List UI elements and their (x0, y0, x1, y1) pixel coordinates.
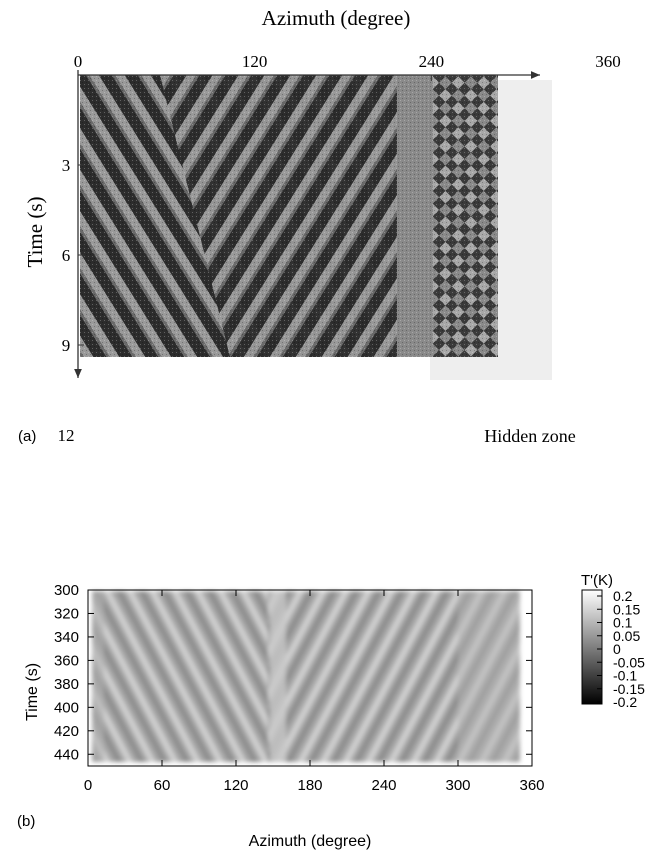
panel-b-x-tick-label: 60 (154, 777, 171, 794)
panel-b-y-tick-label: 380 (54, 676, 79, 693)
panel-b-y-tick-label: 400 (54, 699, 79, 716)
panel-a-x-tick-label: 0 (74, 52, 83, 71)
panel-b-y-tick-label: 420 (54, 723, 79, 740)
panel-b: 0 60 120 180 240 300 360 300 320 340 360 380 400 420… (17, 572, 645, 850)
colorbar-tick-label: 0.2 (613, 588, 633, 604)
panel-a-x-ticks: 0 120 240 360 (74, 52, 621, 81)
panel-b-y-tick-label: 360 (54, 652, 79, 669)
panel-b-label: (b) (17, 813, 35, 830)
colorbar-tick-label: 0.15 (613, 601, 640, 617)
panel-a-image (80, 75, 498, 357)
panel-a-y-ticks: 3 6 9 12 (58, 156, 84, 445)
colorbar-title: T'(K) (581, 572, 613, 589)
panel-a-y-axis-title: Time (s) (23, 197, 47, 268)
colorbar-ticks: 0.20.150.10.050-0.05-0.1-0.15-0.2 (597, 588, 645, 710)
colorbar-tick-label: -0.2 (613, 694, 637, 710)
panel-a: 0 120 240 360 3 6 9 12 Azimuth (degree) Time (… (18, 6, 621, 446)
panel-b-x-tick-label: 240 (371, 777, 396, 794)
panel-a-x-tick-label: 240 (419, 52, 445, 71)
panel-a-y-tick-label: 6 (62, 246, 71, 265)
panel-a-x-axis-title: Azimuth (degree) (262, 6, 411, 30)
colorbar-tick-label: -0.1 (613, 668, 637, 684)
colorbar-tick-label: 0.05 (613, 628, 640, 644)
panel-b-y-tick-label: 300 (54, 582, 79, 599)
panel-b-y-tick-label: 320 (54, 605, 79, 622)
panel-a-y-tick-label: 3 (62, 156, 71, 175)
panel-b-x-tick-label: 180 (297, 777, 322, 794)
panel-b-x-tick-label: 120 (223, 777, 248, 794)
panel-a-y-tick-label: 12 (58, 426, 75, 445)
panel-b-image (92, 591, 520, 762)
panel-b-x-tick-label: 360 (519, 777, 544, 794)
colorbar (581, 589, 603, 705)
panel-b-x-tick-label: 0 (84, 777, 92, 794)
panel-a-y-tick-label: 9 (62, 336, 71, 355)
panel-b-x-ticks: 0 60 120 180 240 300 360 (84, 590, 545, 794)
panel-b-x-axis-title: Azimuth (degree) (249, 833, 372, 850)
panel-a-label: (a) (18, 428, 36, 445)
colorbar-tick-label: 0.1 (613, 615, 633, 631)
panel-b-y-tick-label: 340 (54, 629, 79, 646)
panel-b-y-tick-label: 440 (54, 746, 79, 763)
panel-b-x-tick-label: 300 (445, 777, 470, 794)
colorbar-tick-label: -0.15 (613, 681, 645, 697)
colorbar-tick-label: -0.05 (613, 654, 645, 670)
panel-a-x-tick-label: 360 (595, 52, 621, 71)
hidden-zone-label: Hidden zone (484, 426, 575, 446)
panel-b-y-axis-title: Time (s) (24, 663, 41, 721)
panel-b-y-ticks: 300 320 340 360 380 400 420 440 (54, 582, 532, 763)
colorbar-tick-label: 0 (613, 641, 621, 657)
panel-a-x-tick-label: 120 (242, 52, 268, 71)
